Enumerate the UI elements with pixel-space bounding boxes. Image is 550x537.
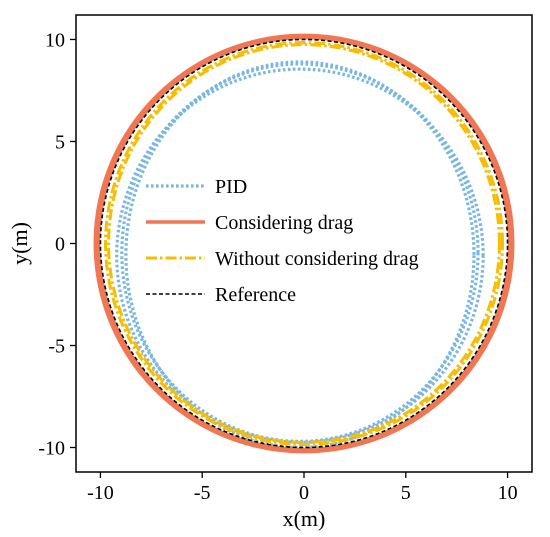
y-tick-label: 10 — [45, 29, 65, 51]
x-axis-label: x(m) — [283, 506, 326, 531]
tick-layer: -10 -5 0 5 10 -10 -5 0 5 10 — [38, 29, 517, 504]
series-path — [104, 41, 504, 446]
legend-item: Considering drag — [146, 212, 353, 234]
series-considering-drag — [93, 33, 515, 454]
x-tick-label: 10 — [498, 482, 518, 504]
series-path — [120, 62, 480, 444]
series-path — [115, 67, 485, 445]
legend-label: Reference — [215, 284, 296, 306]
series-without-considering-drag — [104, 41, 504, 446]
y-tick-label: -10 — [38, 438, 65, 460]
legend-label: Considering drag — [215, 212, 353, 234]
y-tick-label: -5 — [48, 336, 65, 358]
x-tick-label: -5 — [194, 482, 211, 504]
y-tick-label: 5 — [55, 131, 65, 153]
legend: PID Considering drag Without considering d… — [146, 176, 419, 306]
legend-item: PID — [146, 176, 247, 198]
y-tick-label: 0 — [55, 234, 65, 256]
series-layer — [93, 33, 515, 454]
legend-label: PID — [215, 176, 247, 198]
legend-item: Without considering drag — [146, 248, 419, 270]
x-tick-label: -10 — [87, 482, 114, 504]
series-path — [96, 35, 512, 452]
y-axis-label: y(m) — [7, 222, 32, 265]
plot-frame — [75, 14, 533, 473]
legend-label: Without considering drag — [215, 248, 419, 270]
x-tick-label: 5 — [401, 482, 411, 504]
legend-item: Reference — [146, 284, 296, 306]
series-path — [124, 60, 476, 450]
series-pid — [115, 60, 485, 450]
series-path — [93, 33, 515, 454]
series-path — [107, 43, 501, 444]
x-tick-label: 0 — [299, 482, 309, 504]
series-path — [99, 38, 509, 449]
series-reference — [99, 38, 509, 449]
